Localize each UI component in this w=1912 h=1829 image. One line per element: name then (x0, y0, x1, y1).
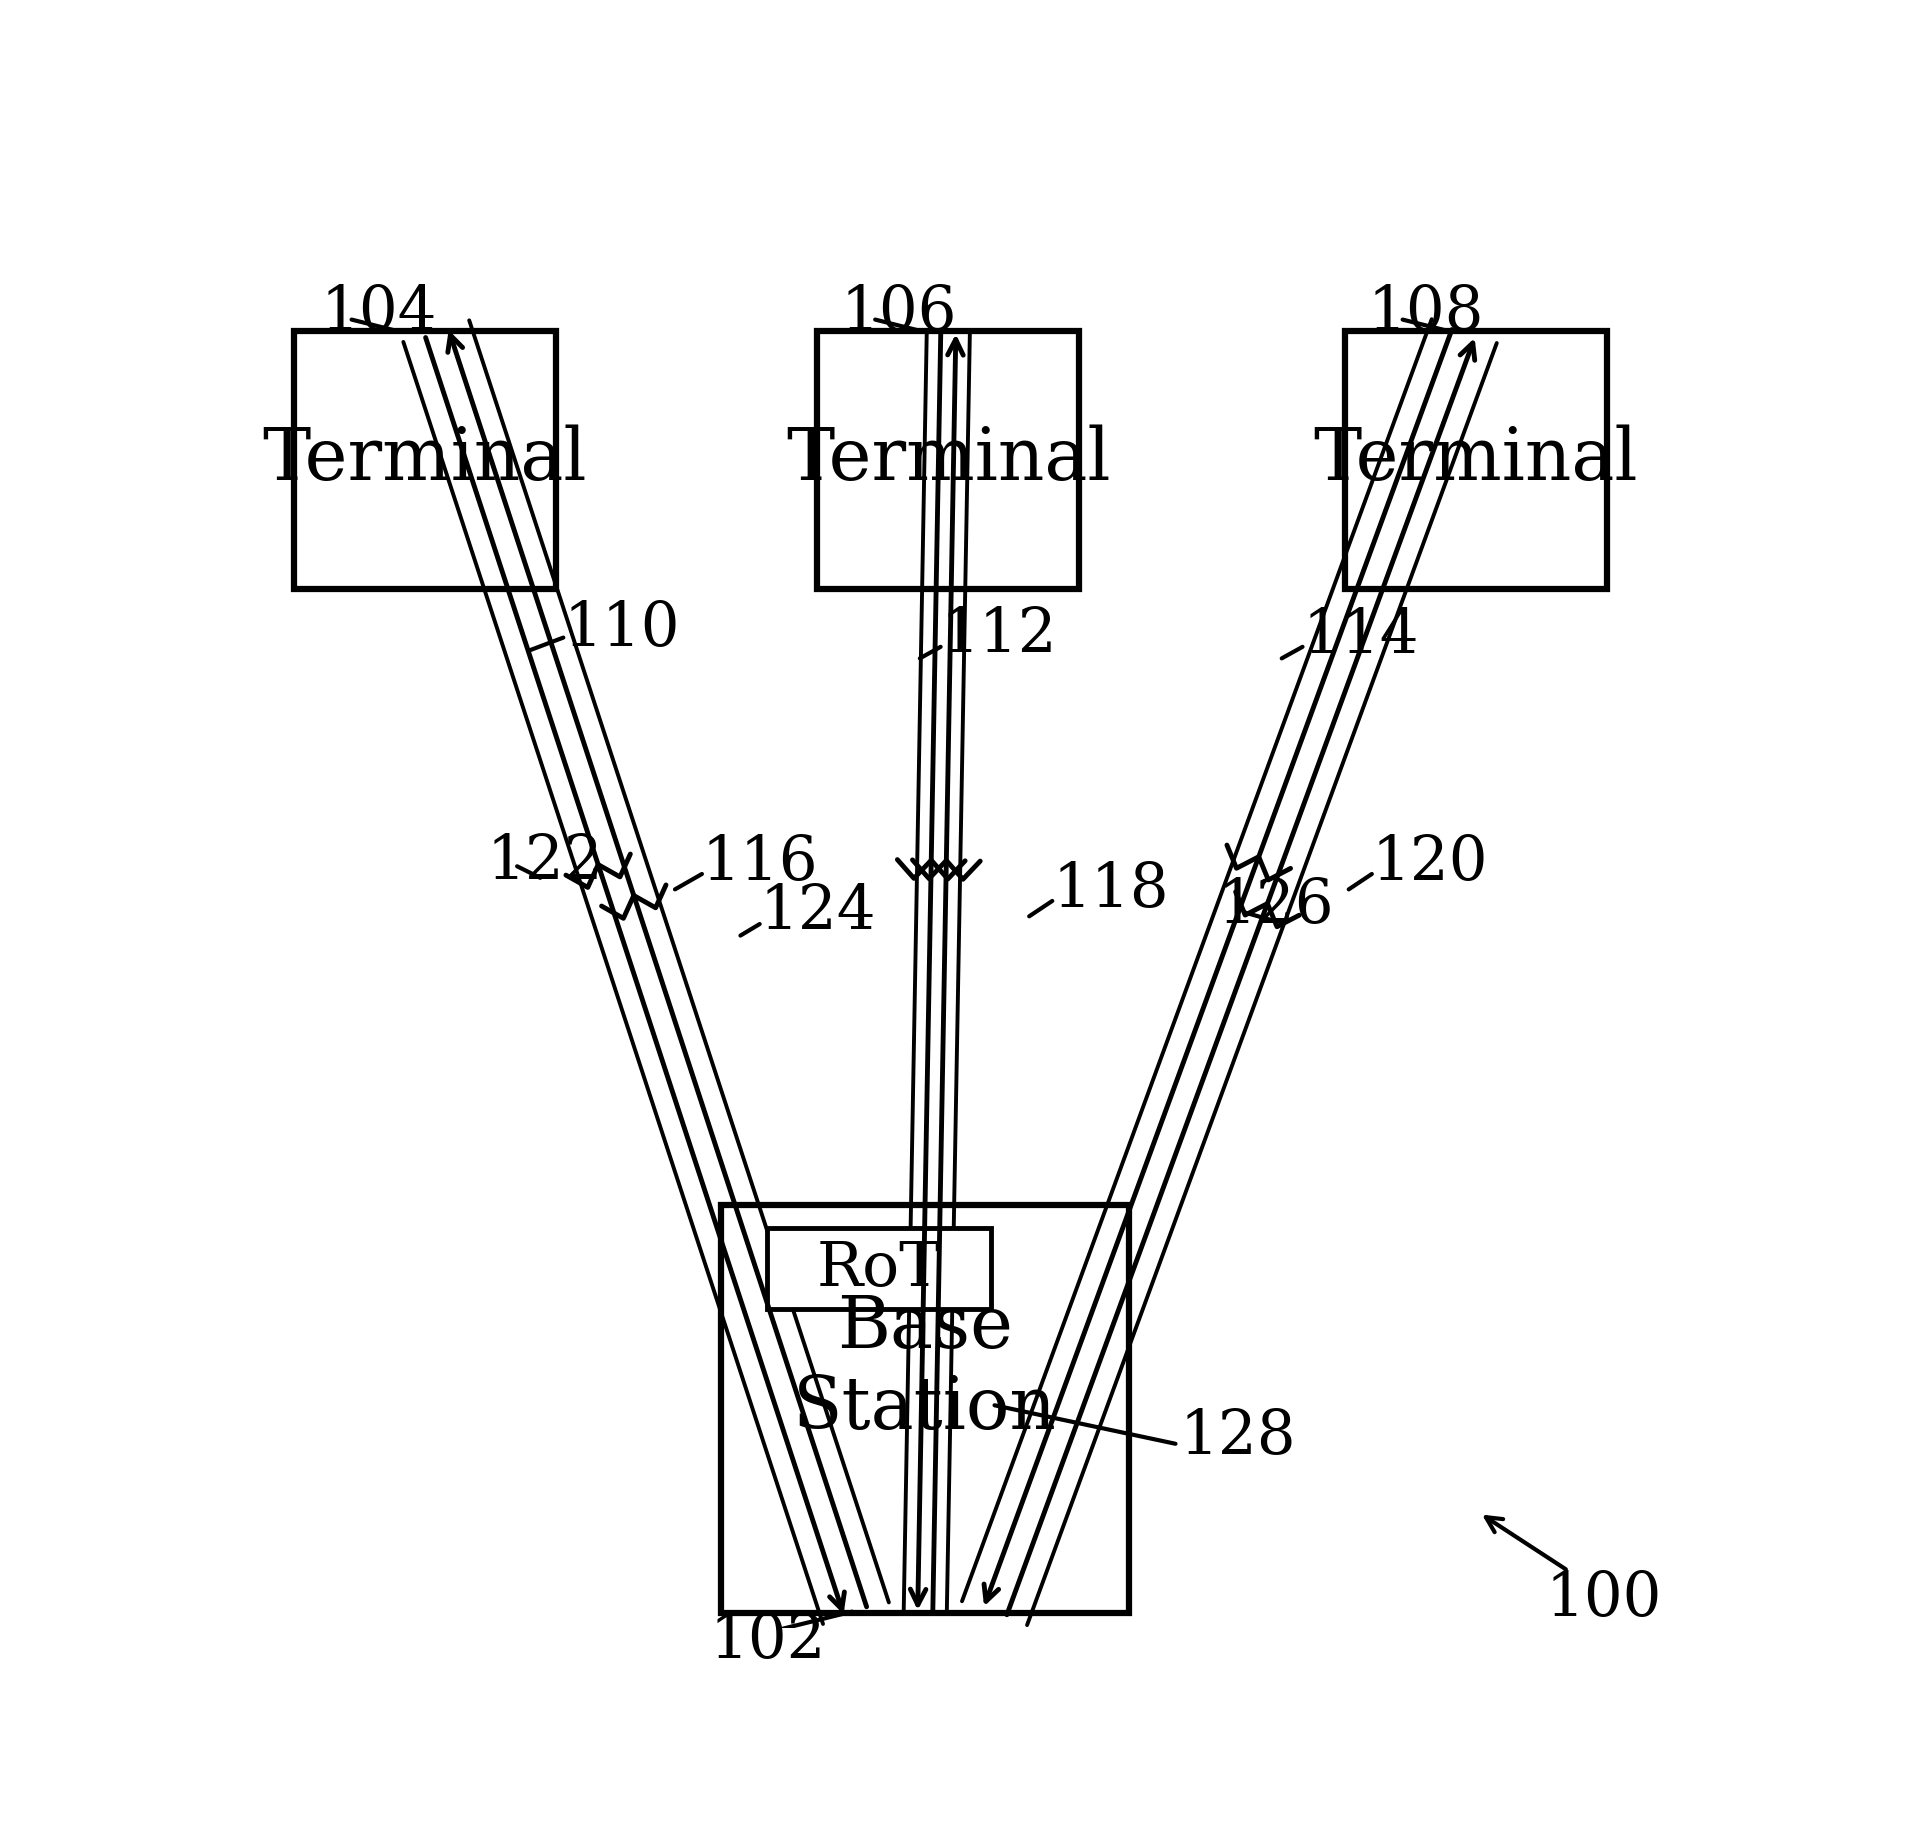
Text: RoT: RoT (816, 1238, 941, 1299)
Text: 124: 124 (759, 882, 876, 942)
Text: 110: 110 (564, 598, 681, 658)
Bar (1344, 331, 1606, 589)
Text: Terminal: Terminal (262, 424, 587, 496)
Bar (721, 1205, 1130, 1613)
Text: 112: 112 (941, 605, 1057, 666)
Text: Base
Station: Base Station (793, 1293, 1057, 1445)
Text: 108: 108 (1367, 282, 1484, 342)
Text: 102: 102 (709, 1610, 826, 1670)
Bar (818, 331, 1078, 589)
Text: 122: 122 (486, 832, 602, 893)
Text: 116: 116 (702, 832, 818, 893)
Text: 104: 104 (321, 282, 438, 342)
Text: 100: 100 (1545, 1567, 1662, 1628)
Text: 114: 114 (1302, 605, 1419, 666)
Text: 126: 126 (1218, 874, 1335, 935)
Text: 118: 118 (1052, 860, 1168, 920)
Text: Terminal: Terminal (786, 424, 1111, 496)
Text: 128: 128 (1180, 1407, 1296, 1467)
Bar (767, 1229, 990, 1310)
Text: 106: 106 (841, 282, 958, 342)
Bar (294, 331, 556, 589)
Text: Terminal: Terminal (1314, 424, 1639, 496)
Text: 120: 120 (1371, 832, 1488, 893)
